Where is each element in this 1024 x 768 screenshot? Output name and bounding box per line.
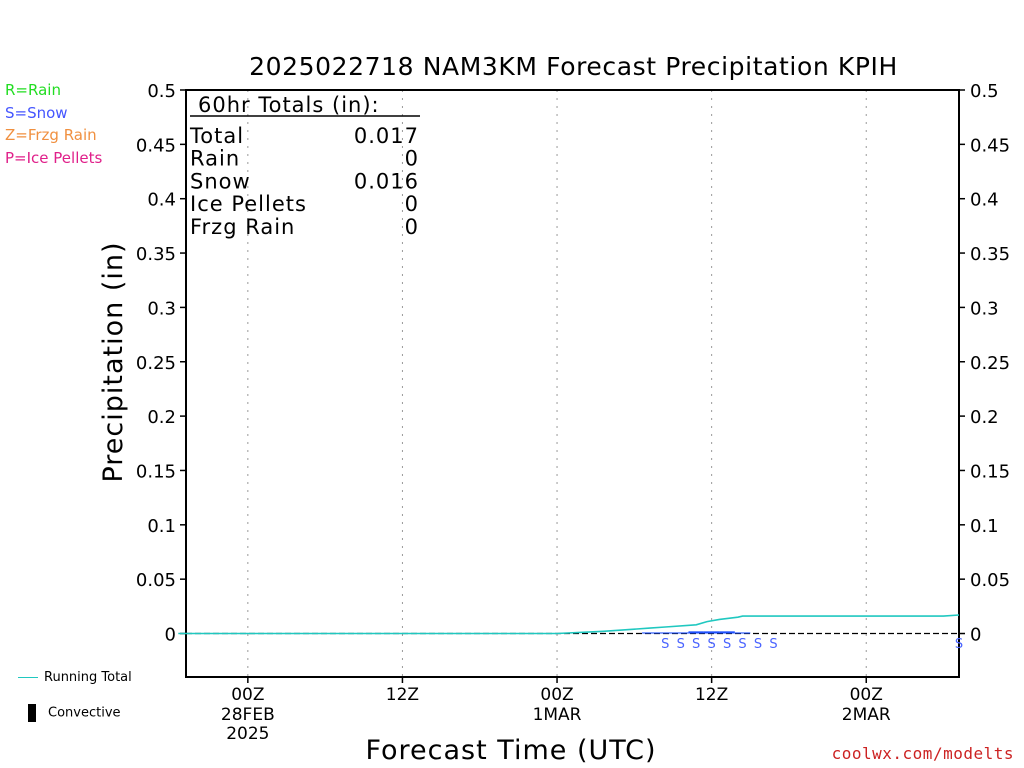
y-tick-label-left: 0.5 xyxy=(147,81,176,102)
y-tick-label-right: 0.3 xyxy=(970,298,999,319)
legend-snow: S=Snow xyxy=(5,104,68,122)
y-tick-label-right: 0.05 xyxy=(970,570,1010,591)
y-tick-label-right: 0.4 xyxy=(970,190,999,211)
plot-frame xyxy=(185,89,960,678)
totals-row-value: 0 xyxy=(405,147,419,171)
y-tick-label-right: 0.25 xyxy=(970,353,1010,374)
convective-label: Convective xyxy=(48,705,121,721)
x-tick-sublabel: 1MAR xyxy=(533,705,582,725)
convective-legend: Convective xyxy=(28,704,121,722)
snow-type-marker: S xyxy=(661,637,669,652)
totals-row-label: Snow xyxy=(190,169,251,193)
running-total-swatch xyxy=(18,677,38,678)
running-total-line xyxy=(178,614,960,635)
y-tick-label-right: 0 xyxy=(970,625,981,646)
x-tick-label: 12Z xyxy=(695,685,728,705)
legend-frzg-rain: Z=Frzg Rain xyxy=(5,126,97,144)
running-total-label: Running Total xyxy=(44,670,132,685)
totals-row-label: Frzg Rain xyxy=(190,215,295,239)
chart-title: 2025022718 NAM3KM Forecast Precipitation… xyxy=(249,52,898,81)
snow-bar xyxy=(688,631,704,634)
y-tick-label-right: 0.15 xyxy=(970,461,1010,482)
x-tick-label: 00Z xyxy=(850,685,883,705)
y-tick-label-left: 0.35 xyxy=(136,244,176,265)
snow-type-marker: S xyxy=(738,637,746,652)
snow-bar xyxy=(734,632,751,634)
totals-row-value: 0.017 xyxy=(354,124,419,148)
snow-type-marker: S xyxy=(723,637,731,652)
snow-bar xyxy=(642,632,658,634)
totals-row-value: 0.016 xyxy=(354,169,419,193)
x-tick-label: 12Z xyxy=(386,685,419,705)
snow-bar xyxy=(657,632,673,634)
totals-row-label: Total xyxy=(189,124,244,148)
convective-swatch xyxy=(28,704,36,722)
y-tick-label-left: 0.4 xyxy=(147,190,176,211)
y-tick-label-left: 0.2 xyxy=(147,407,176,428)
snow-type-marker: S xyxy=(955,637,963,652)
snow-bar xyxy=(672,632,689,634)
y-tick-label-left: 0.1 xyxy=(147,516,176,537)
snow-type-marker: S xyxy=(692,637,700,652)
totals-row-value: 0 xyxy=(405,192,419,216)
y-tick-label-left: 0.25 xyxy=(136,353,176,374)
x-tick-label: 00Z xyxy=(231,685,264,705)
x-tick-sublabel: 2MAR xyxy=(842,705,891,725)
legend-ice-pellets: P=Ice Pellets xyxy=(5,149,103,167)
y-tick-label-right: 0.35 xyxy=(970,244,1010,265)
y-tick-label-left: 0.3 xyxy=(147,298,176,319)
snow-type-marker: S xyxy=(708,637,716,652)
y-tick-label-right: 0.5 xyxy=(970,81,999,102)
credit-link[interactable]: coolwx.com/modelts xyxy=(831,744,1014,763)
snow-bar xyxy=(703,631,720,634)
x-tick-label: 00Z xyxy=(540,685,573,705)
running-total-legend: Running Total xyxy=(18,670,132,685)
snow-type-marker: S xyxy=(677,637,685,652)
y-tick-label-left: 0.15 xyxy=(136,461,176,482)
totals-header: 60hr Totals (in): xyxy=(198,93,380,117)
y-axis-label: Precipitation (in) xyxy=(98,241,129,482)
y-tick-label-right: 0.45 xyxy=(970,135,1010,156)
y-tick-label-right: 0.2 xyxy=(970,407,999,428)
y-tick-label-left: 0.45 xyxy=(136,135,176,156)
snow-type-marker: S xyxy=(769,637,777,652)
y-tick-label-right: 0.1 xyxy=(970,516,999,537)
legend-rain: R=Rain xyxy=(5,81,61,99)
snow-type-marker: S xyxy=(754,637,762,652)
x-tick-sublabel: 28FEB xyxy=(221,705,275,725)
x-tick-year-label: 2025 xyxy=(226,724,269,744)
y-tick-label-left: 0.05 xyxy=(136,570,176,591)
totals-row-label: Ice Pellets xyxy=(190,192,307,216)
y-tick-label-left: 0 xyxy=(165,625,176,646)
totals-row-value: 0 xyxy=(405,215,419,239)
snow-bar xyxy=(719,631,735,634)
totals-row-label: Rain xyxy=(190,147,240,171)
x-axis-label: Forecast Time (UTC) xyxy=(365,735,656,766)
